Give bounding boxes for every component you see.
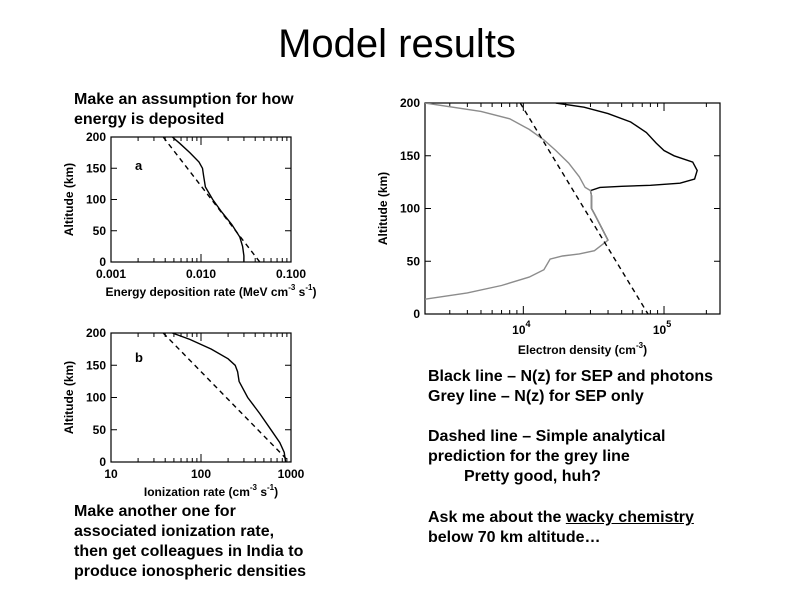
y-tick-label: 100 — [86, 391, 106, 405]
x-tick-label: 0.100 — [276, 267, 306, 281]
x-axis-label: Ionization rate (cm-3 s-1) — [144, 483, 278, 499]
x-label-sup: -3 — [250, 483, 258, 492]
y-axis-label: Altitude (km) — [62, 163, 76, 236]
x-label-sup2: -1 — [305, 283, 313, 292]
y-tick-label: 200 — [400, 96, 420, 110]
y-tick-label: 0 — [99, 455, 106, 469]
x-tick-label: 100 — [191, 467, 211, 481]
y-tick-label: 0 — [413, 307, 420, 321]
x-tick-exponent: 5 — [666, 319, 671, 329]
y-tick-label: 200 — [86, 326, 106, 340]
y-tick-label: 200 — [86, 130, 106, 144]
x-tick-label: 1000 — [278, 467, 305, 481]
x-label-end: ) — [274, 485, 278, 499]
y-tick-label: 0 — [99, 255, 106, 269]
x-label-end: ) — [643, 343, 647, 357]
y-tick-label: 50 — [93, 423, 107, 437]
x-label-end: ) — [312, 285, 316, 299]
y-axis-label: Altitude (km) — [376, 172, 390, 245]
note-ionization-assumption: Make another one for associated ionizati… — [74, 503, 307, 580]
x-label-sup: -3 — [288, 283, 296, 292]
dashed-prediction-line — [162, 333, 290, 462]
y-tick-label: 150 — [86, 358, 106, 372]
ask-suffix: below 70 km altitude… — [428, 529, 601, 546]
ask-chemistry-note: Ask me about the wacky chemistry below 70… — [428, 508, 788, 548]
y-tick-label: 50 — [407, 254, 421, 268]
dashed-line-note-3: Pretty good, huh? — [464, 468, 601, 485]
grey-model-line — [425, 103, 609, 300]
y-axis-label: Altitude (km) — [62, 361, 76, 434]
plot-frame — [110, 136, 292, 263]
slide-title: Model results — [278, 22, 516, 66]
ask-prefix: Ask me about the — [428, 509, 566, 526]
y-tick-label: 150 — [400, 149, 420, 163]
x-tick-exponent: 4 — [526, 319, 531, 329]
wacky-chemistry-link[interactable]: wacky chemistry — [565, 509, 694, 526]
x-label-sup2: -1 — [267, 483, 275, 492]
black-model-line — [555, 103, 698, 241]
black-model-line — [171, 137, 245, 262]
y-tick-label: 50 — [93, 224, 107, 238]
y-tick-label: 150 — [86, 161, 106, 175]
chart-panel-1: 0 50 100 150 200 0.001 0.010 0.100 a Altitude (km… — [62, 130, 316, 299]
y-tick-label: 100 — [400, 202, 420, 216]
chart-panel-2: 0 50 100 150 200 10 100 1000 b Altitude (km) Ioniz… — [62, 326, 305, 499]
x-label-sup: -3 — [636, 341, 644, 350]
legend-black-line: Black line – N(z) for SEP and photons — [428, 368, 714, 385]
x-label-main: Ionization rate (cm — [144, 485, 250, 499]
x-label-mid: s — [257, 485, 267, 499]
note-energy-assumption: Make an assumption for how energy is dep… — [74, 91, 294, 128]
panel-label: a — [135, 158, 143, 173]
plot-frame — [424, 102, 721, 315]
panel-label: b — [135, 350, 143, 365]
black-model-line — [172, 333, 287, 462]
legend-grey-line: Grey line – N(z) for SEP only — [428, 388, 644, 405]
x-label-main: Energy deposition rate (MeV cm — [106, 285, 289, 299]
x-tick-label: 0.010 — [186, 267, 216, 281]
x-axis-label: Electron density (cm-3) — [518, 341, 647, 357]
x-axis-label: Energy deposition rate (MeV cm-3 s-1) — [106, 283, 317, 299]
x-label-main: Electron density (cm — [518, 343, 636, 357]
dashed-prediction-line — [519, 103, 649, 314]
y-tick-label: 100 — [86, 193, 106, 207]
dashed-line-note-1: Dashed line – Simple analytical — [428, 428, 666, 445]
x-tick-label: 104 — [512, 319, 530, 337]
x-tick-label: 105 — [653, 319, 671, 337]
x-tick-label: 10 — [104, 467, 118, 481]
dashed-line-note-2: prediction for the grey line — [428, 448, 630, 465]
dashed-prediction-line — [162, 137, 261, 262]
chart-panel-3: 0 50 100 150 200 104 105 Altitude (km) Electron … — [376, 96, 721, 357]
x-tick-label: 0.001 — [96, 267, 126, 281]
x-label-mid: s — [295, 285, 305, 299]
